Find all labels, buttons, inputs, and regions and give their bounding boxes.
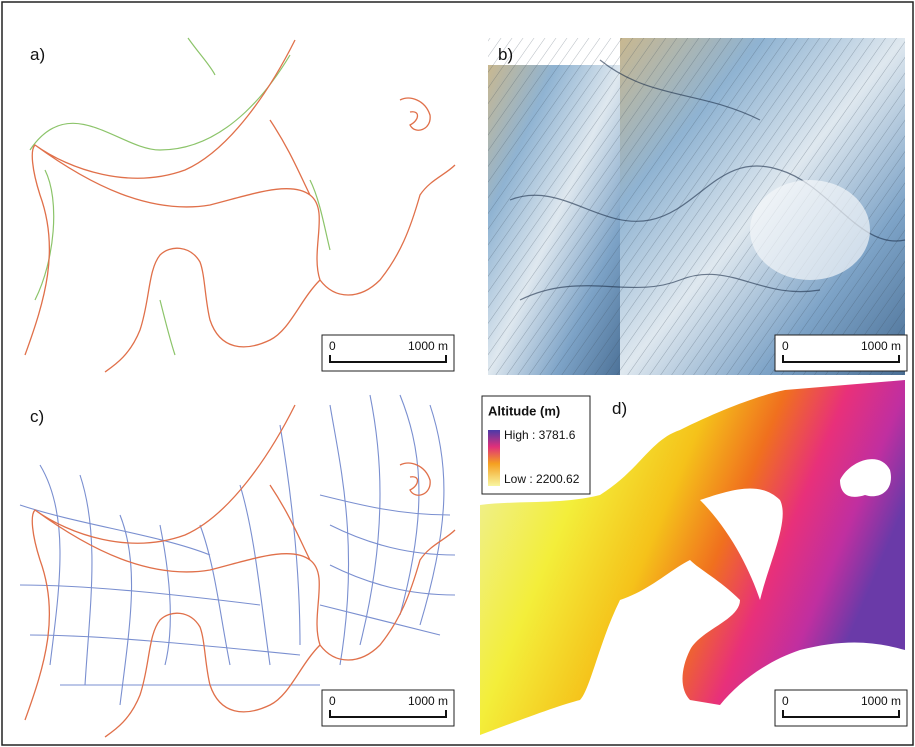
legend-high: High : 3781.6 bbox=[504, 428, 576, 442]
panel-d: d) Altitude (m) High : 3781.6 Low : 2200… bbox=[480, 380, 905, 735]
scale-end: 1000 m bbox=[861, 694, 901, 708]
legend-colorbar bbox=[488, 430, 500, 486]
panel-label: c) bbox=[30, 407, 44, 426]
scale-bar: 0 1000 m bbox=[322, 335, 454, 371]
page: {"panels": [ {"label": "a)", "scale_bar"… bbox=[0, 0, 915, 747]
scale-start: 0 bbox=[782, 694, 789, 708]
panel-b: b) bbox=[488, 38, 905, 375]
orange-outline bbox=[25, 405, 455, 737]
panel-label: d) bbox=[612, 399, 627, 418]
scale-start: 0 bbox=[329, 694, 336, 708]
scale-end: 1000 m bbox=[408, 694, 448, 708]
scale-bar: 0 1000 m bbox=[322, 690, 454, 726]
legend-title: Altitude (m) bbox=[488, 403, 560, 418]
legend-low: Low : 2200.62 bbox=[504, 472, 580, 486]
green-outline bbox=[30, 38, 330, 355]
glacier bbox=[750, 180, 870, 280]
panel-a: a) bbox=[25, 38, 455, 372]
panel-c bbox=[20, 395, 455, 737]
scale-end: 1000 m bbox=[861, 339, 901, 353]
scale-bar: 0 1000 m bbox=[775, 335, 907, 371]
legend: Altitude (m) High : 3781.6 Low : 2200.62 bbox=[482, 396, 590, 494]
panel-label: b) bbox=[498, 45, 513, 64]
scale-end: 1000 m bbox=[408, 339, 448, 353]
scale-start: 0 bbox=[782, 339, 789, 353]
scale-bar: 0 1000 m bbox=[775, 690, 907, 726]
scale-start: 0 bbox=[329, 339, 336, 353]
orange-outline bbox=[25, 40, 455, 372]
panel-label: a) bbox=[30, 45, 45, 64]
contour-lines bbox=[20, 395, 455, 705]
figure: a) b) c) d) Altitude (m) High : 3781.6 L… bbox=[0, 0, 915, 747]
